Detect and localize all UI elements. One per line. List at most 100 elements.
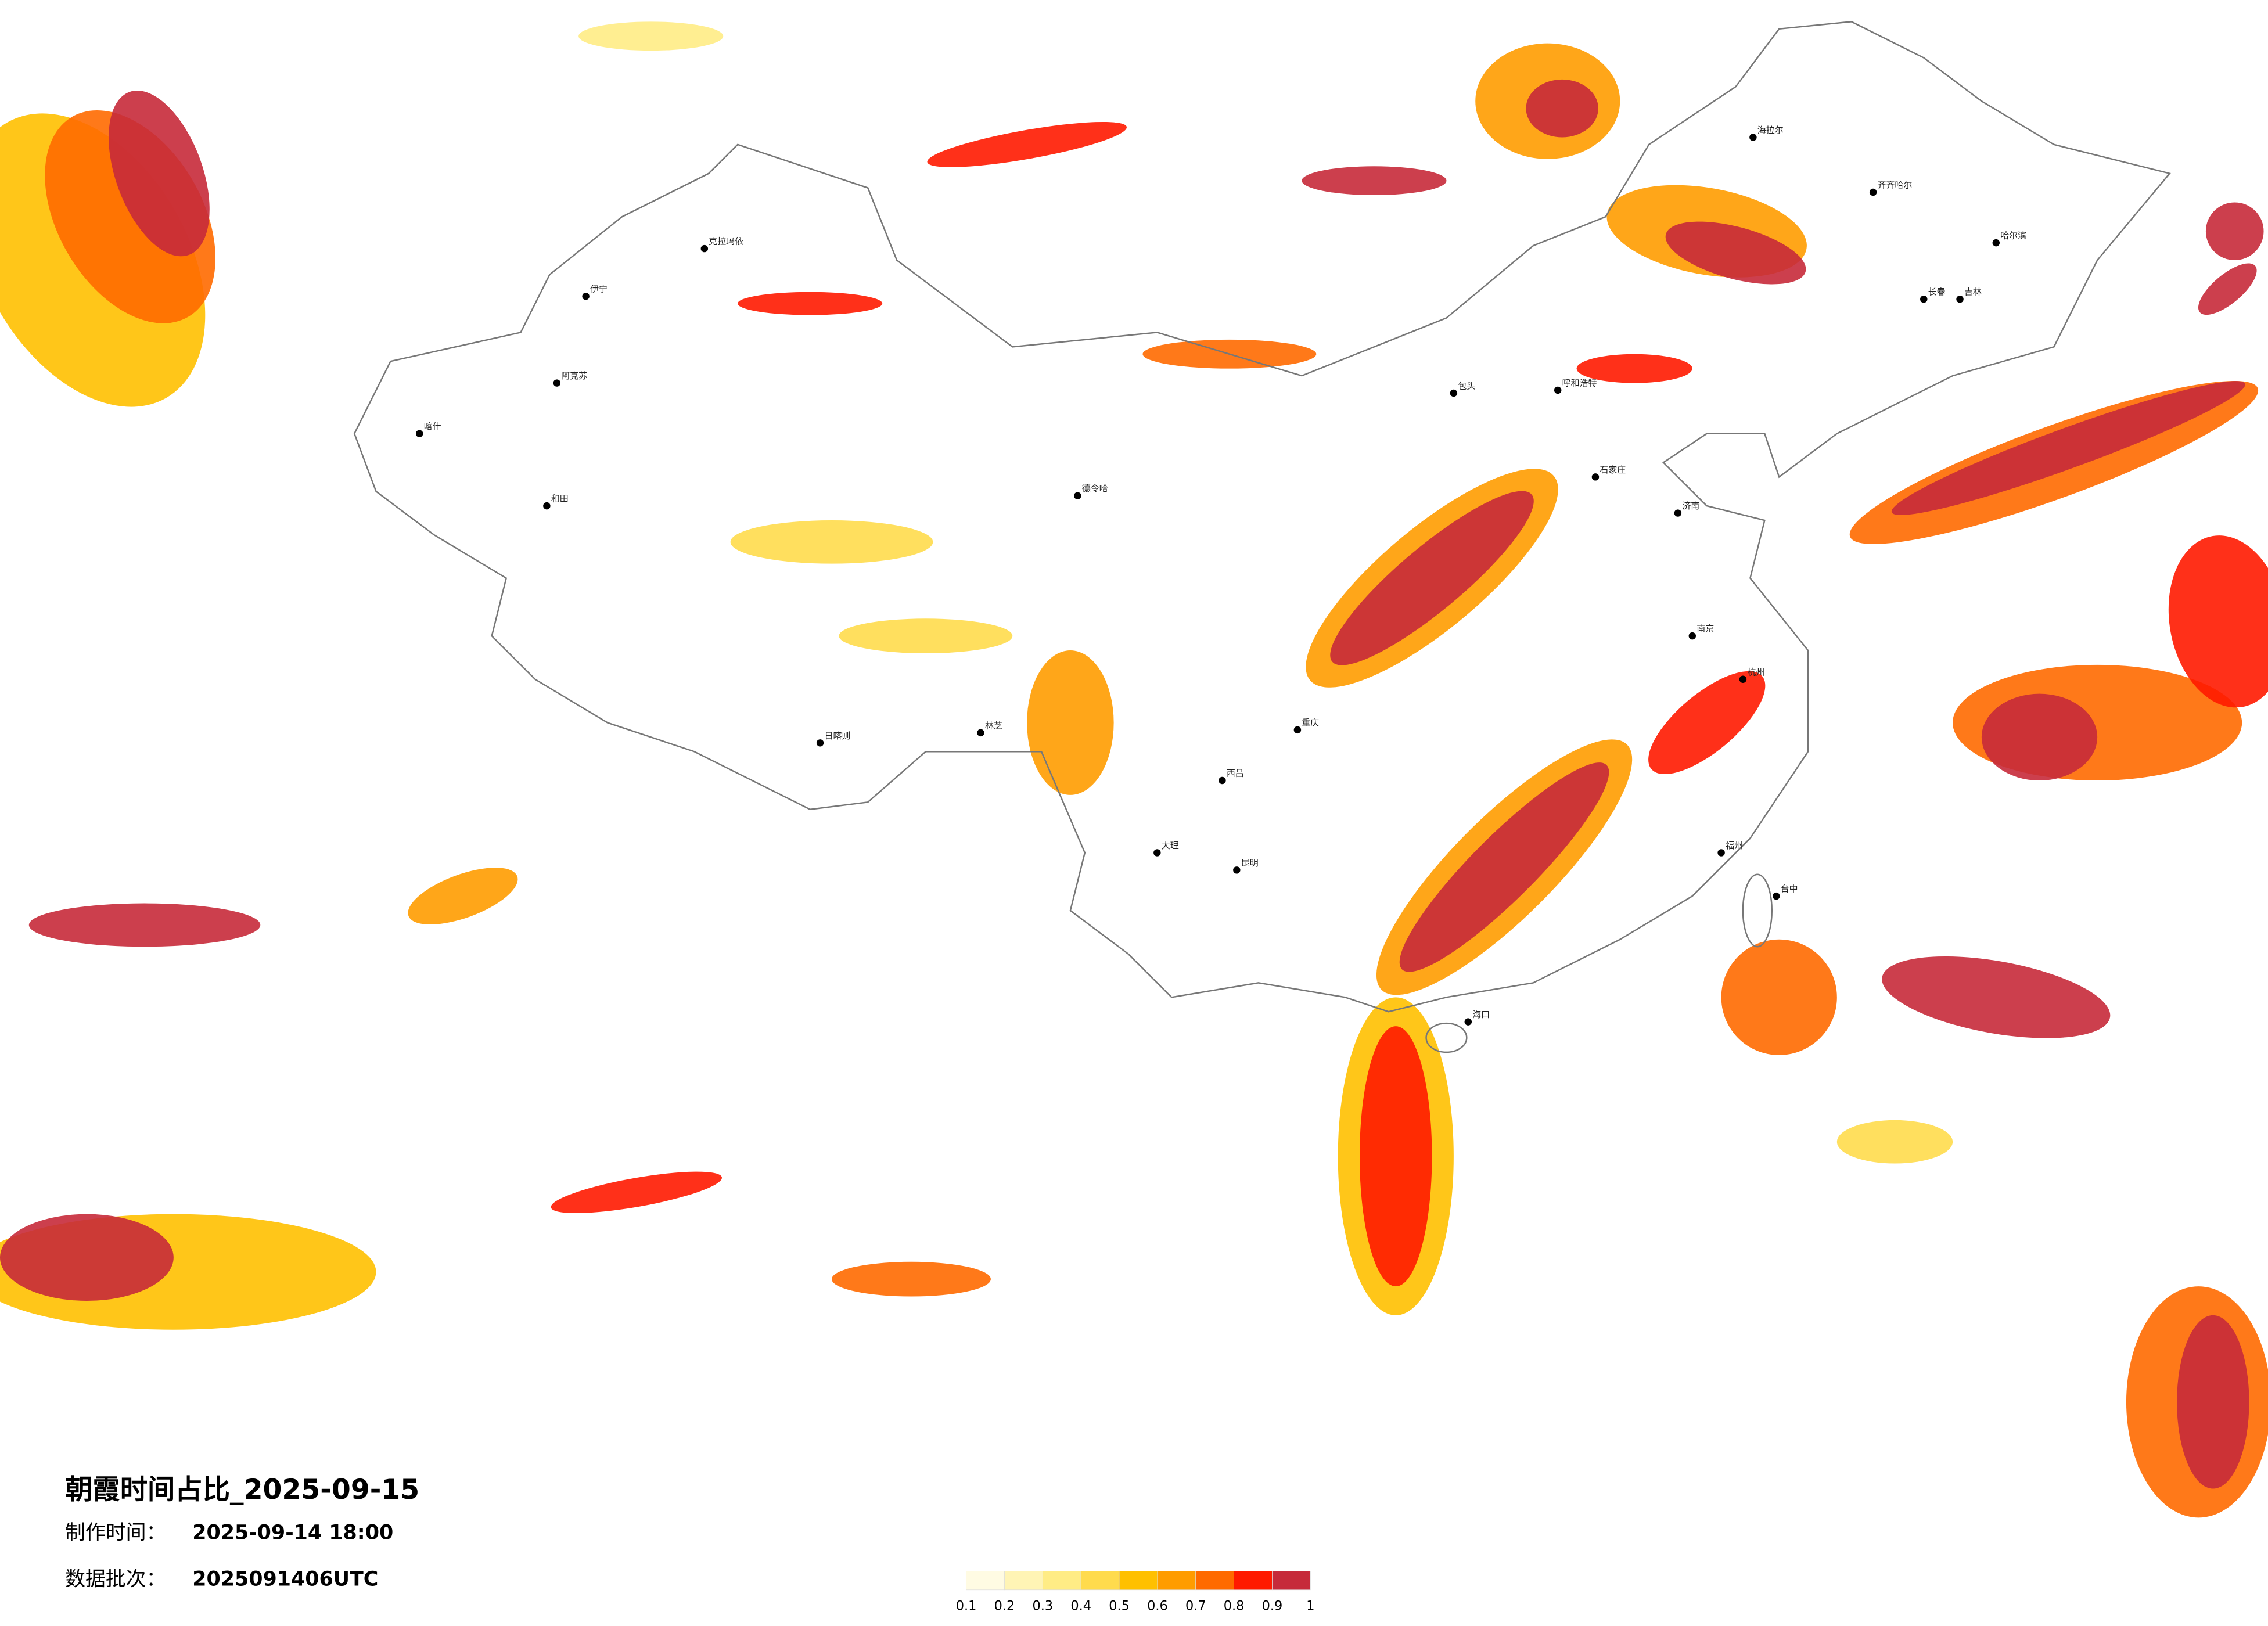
heat-region	[1836, 1120, 1953, 1164]
country-outline	[353, 21, 2171, 1013]
city-dot	[1992, 239, 2000, 247]
legend-tick-label: 0.5	[1109, 1599, 1130, 1614]
city-label: 呼和浩特	[1562, 378, 1597, 388]
city-label: 和田	[551, 494, 569, 504]
city-label: 海口	[1472, 1009, 1490, 1020]
city-label: 伊宁	[590, 284, 608, 294]
city-dot	[1920, 295, 1928, 303]
heat-region	[1665, 221, 1806, 285]
legend-tick-label: 0.7	[1185, 1599, 1206, 1614]
legend-tick-label: 0.3	[1033, 1599, 1054, 1614]
city-label: 重庆	[1302, 717, 1319, 728]
heat-region	[109, 91, 210, 257]
city-dot	[1749, 134, 1757, 141]
city-label: 阿克苏	[561, 370, 587, 381]
heat-region	[1302, 166, 1447, 195]
city-dot	[553, 379, 561, 387]
city-label: 西昌	[1227, 768, 1244, 779]
island-outline	[1425, 1022, 1468, 1053]
heat-region	[1721, 939, 1837, 1055]
city-dot	[1074, 492, 1081, 499]
city-label: 福州	[1726, 840, 1743, 851]
city-dot	[415, 430, 423, 437]
legend-tick-label: 0.1	[956, 1599, 977, 1614]
city-dot	[1591, 473, 1600, 481]
heat-region	[28, 903, 261, 947]
legend-tick-label: 0.4	[1070, 1599, 1091, 1614]
heat-region	[1648, 671, 1766, 775]
title: 朝霞时间占比_2025-09-15	[65, 1474, 419, 1506]
city-dot	[1219, 776, 1226, 785]
city-dot	[1688, 632, 1696, 640]
legend-swatch	[1004, 1571, 1043, 1591]
island-outline	[1742, 873, 1773, 948]
legend-swatch	[1080, 1571, 1120, 1591]
city-dot	[1153, 849, 1161, 857]
city-label: 昆明	[1241, 858, 1259, 868]
heat-region	[839, 618, 1013, 653]
heat-region	[1027, 650, 1114, 795]
city-dot	[1464, 1018, 1472, 1026]
city-dot	[543, 502, 551, 510]
heat-region	[1576, 354, 1692, 383]
city-label: 林芝	[985, 720, 1002, 731]
city-dot	[1674, 509, 1682, 517]
legend-swatch	[1272, 1571, 1311, 1591]
city-dot	[1233, 866, 1241, 874]
legend-tick-label: 1	[1306, 1599, 1314, 1614]
heat-region	[738, 292, 883, 315]
heat-region	[730, 520, 933, 564]
legend-tick-label: 0.8	[1224, 1599, 1245, 1614]
city-dot	[1773, 892, 1780, 900]
city-label: 哈尔滨	[2000, 231, 2026, 241]
city-label: 海拉尔	[1757, 125, 1784, 135]
city-label: 吉林	[1964, 287, 1982, 297]
city-label: 齐齐哈尔	[1878, 180, 1913, 190]
heat-region	[2205, 202, 2264, 260]
city-dot	[1450, 389, 1458, 397]
city-label: 南京	[1696, 624, 1714, 634]
heat-layer	[0, 21, 2268, 1518]
city-label: 克拉玛依	[709, 236, 743, 247]
city-label: 台中	[1781, 884, 1798, 894]
heat-region	[1981, 693, 2098, 780]
legend-swatch	[1195, 1571, 1234, 1591]
legend-swatch	[966, 1571, 1005, 1591]
city-label: 长春	[1928, 287, 1946, 297]
heat-region	[0, 1214, 174, 1301]
city-dot	[1956, 295, 1964, 303]
heat-region	[1882, 956, 2111, 1038]
heat-region	[831, 1261, 991, 1297]
legend-swatch	[1119, 1571, 1158, 1591]
city-label: 济南	[1682, 501, 1699, 511]
city-dot	[700, 244, 709, 253]
city-dot	[1554, 386, 1562, 394]
legend: 0.1 0.2 0.3 0.4 0.5 0.6 0.7 0.8 0.9 1	[956, 1571, 1314, 1614]
city-dot	[1293, 726, 1302, 734]
heat-region	[1330, 491, 1534, 665]
city-label: 德令哈	[1082, 483, 1108, 494]
city-dot	[1717, 849, 1725, 857]
batch: 2025091406UTC	[192, 1567, 378, 1591]
heat-region	[2198, 263, 2257, 315]
heat-region	[1891, 381, 2245, 515]
city-label: 杭州	[1747, 667, 1764, 677]
legend-tick-label: 0.9	[1262, 1599, 1283, 1614]
city-label: 日喀则	[825, 731, 851, 741]
city-dot	[977, 729, 984, 737]
city-dot	[1739, 675, 1747, 683]
heat-region	[408, 868, 518, 925]
city-label: 喀什	[424, 421, 441, 431]
heat-region	[927, 121, 1127, 167]
heat-region	[578, 21, 724, 51]
heat-region	[1399, 762, 1609, 972]
made-label: 制作时间：	[65, 1521, 166, 1545]
city-label: 大理	[1162, 840, 1179, 851]
heat-region	[2177, 1315, 2249, 1489]
city-label: 石家庄	[1600, 465, 1626, 475]
made-time: 2025-09-14 18:00	[192, 1521, 393, 1545]
legend-swatch	[1042, 1571, 1081, 1591]
city-dot	[1869, 188, 1877, 196]
